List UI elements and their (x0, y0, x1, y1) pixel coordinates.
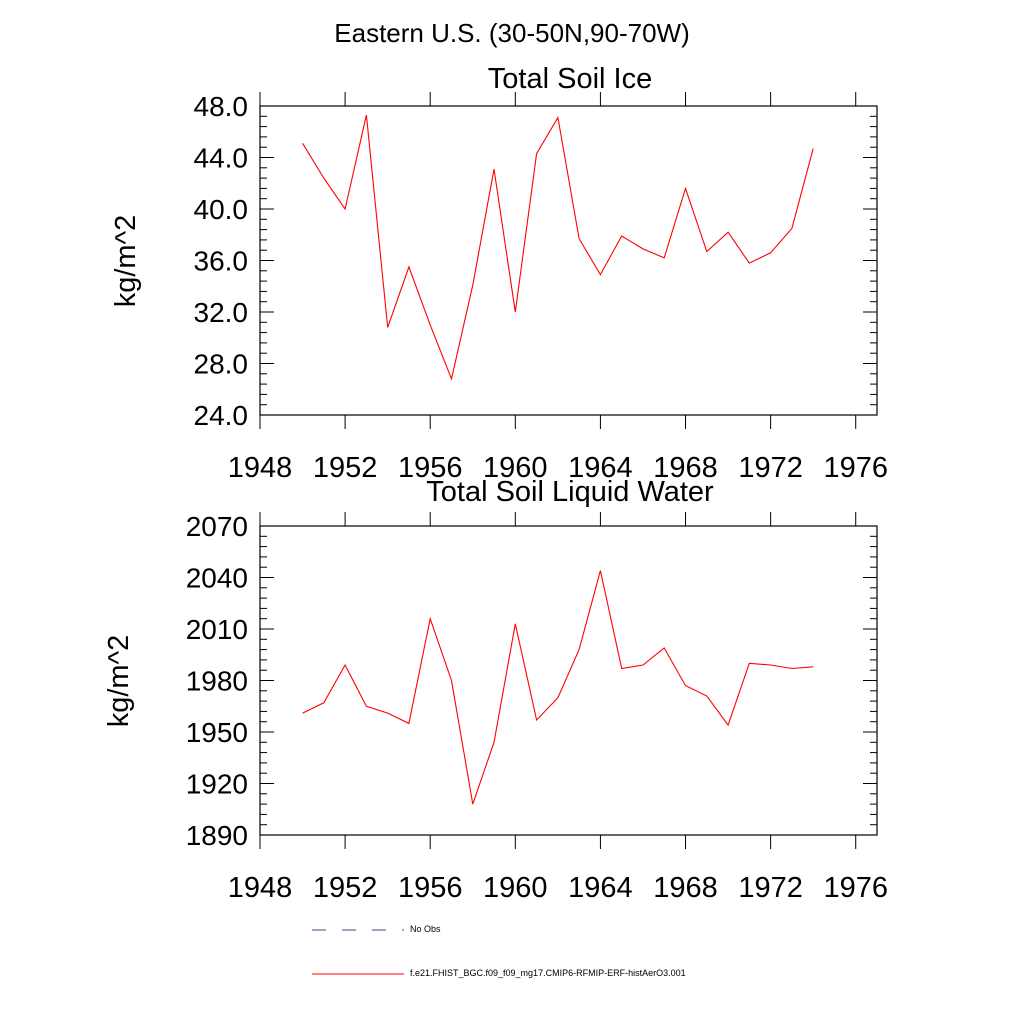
legend: No Obs f.e21.FHIST_BGC.f09_f09_mg17.CMIP… (312, 924, 686, 978)
x-tick-label: 1952 (313, 872, 378, 904)
soil-ice-xtick-labels: 1948 1952 1956 1960 1964 1968 1972 1976 (228, 452, 888, 484)
y-tick-label: 24.0 (194, 400, 249, 431)
x-tick-label: 1964 (568, 872, 633, 904)
x-tick-label: 1972 (738, 452, 803, 484)
soil-ice-series-line (302, 114, 814, 381)
y-tick-label: 44.0 (194, 143, 249, 174)
y-tick-label: 2040 (186, 563, 248, 594)
x-tick-label: 1968 (653, 872, 718, 904)
soil-liquid-series-line (302, 570, 814, 805)
x-tick-label: 1976 (823, 452, 888, 484)
legend-label: f.e21.FHIST_BGC.f09_f09_mg17.CMIP6-RFMIP… (410, 968, 686, 978)
soil-ice-panel: Total Soil Ice kg/m^2 24.0 28.0 32.0 36.0 40… (110, 63, 888, 484)
y-tick-label: 40.0 (194, 194, 249, 225)
legend-item-model-run: f.e21.FHIST_BGC.f09_f09_mg17.CMIP6-RFMIP… (312, 968, 686, 978)
x-tick-label: 1956 (398, 452, 463, 484)
y-tick-label: 28.0 (194, 349, 249, 380)
x-tick-label: 1952 (313, 452, 378, 484)
y-tick-label: 1950 (186, 717, 248, 748)
y-tick-label: 36.0 (194, 246, 249, 277)
soil-liquid-panel: Total Soil Liquid Water kg/m^2 189019201… (103, 476, 888, 904)
soil-ice-title: Total Soil Ice (488, 63, 652, 95)
y-tick-label: 48.0 (194, 91, 249, 122)
soil-liquid-xtick-labels: 1948 1952 1956 1960 1964 1968 1972 1976 (228, 872, 888, 904)
x-tick-label: 1960 (483, 872, 548, 904)
x-tick-label: 1948 (228, 872, 293, 904)
y-tick-label: 32.0 (194, 297, 249, 328)
x-tick-label: 1960 (483, 452, 548, 484)
soil-ice-ticks (259, 92, 877, 429)
soil-ice-plot-frame (259, 105, 878, 416)
soil-ice-series (302, 114, 814, 381)
soil-liquid-ytick-labels: 1890 1920 1950 1980 2010 2040 2070 (186, 511, 248, 851)
legend-item-no-obs: No Obs (312, 924, 441, 934)
y-tick-label: 1920 (186, 769, 248, 800)
soil-ice-ytick-labels: 24.0 28.0 32.0 36.0 40.0 44.0 48.0 (194, 91, 249, 431)
soil-liquid-title: Total Soil Liquid Water (426, 476, 714, 508)
x-tick-label: 1968 (653, 452, 718, 484)
x-tick-label: 1972 (738, 872, 803, 904)
x-tick-label: 1948 (228, 452, 293, 484)
x-tick-label: 1964 (568, 452, 633, 484)
soil-liquid-plot-frame (259, 525, 878, 836)
legend-label: No Obs (410, 924, 441, 934)
soil-liquid-series (302, 570, 814, 805)
soil-ice-ylabel: kg/m^2 (110, 215, 142, 308)
y-tick-label: 1980 (186, 666, 248, 697)
x-tick-label: 1976 (823, 872, 888, 904)
y-tick-label: 1890 (186, 820, 248, 851)
y-tick-label: 2010 (186, 614, 248, 645)
x-tick-label: 1956 (398, 872, 463, 904)
main-title: Eastern U.S. (30-50N,90-70W) (334, 18, 689, 48)
y-tick-label: 2070 (186, 511, 248, 542)
soil-liquid-ylabel: kg/m^2 (103, 635, 135, 728)
